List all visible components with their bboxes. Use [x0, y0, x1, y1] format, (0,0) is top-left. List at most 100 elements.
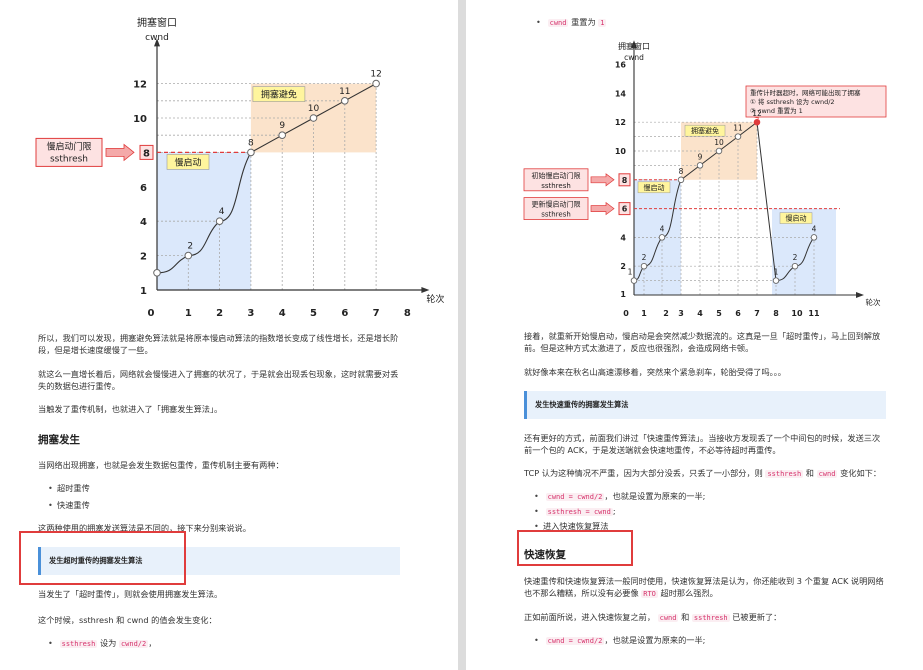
y-axis-title: 拥塞窗口: [137, 16, 177, 29]
x-tick-label: 8: [404, 308, 411, 319]
y-tick-label: 16: [615, 61, 627, 70]
slow-start-tag: 慢启动: [174, 156, 201, 168]
y-axis-subtitle: cwnd: [145, 33, 169, 43]
list-item: 超时重传: [48, 482, 90, 494]
paragraph: 就好像本来在秋名山高速漂移着，突然来个紧急刹车，轮胎受得了吗。。。: [524, 367, 786, 377]
x-tick-label: 4: [697, 309, 703, 318]
y-tick-label: 1: [140, 286, 147, 297]
x-axis-arrow: [856, 292, 864, 298]
ssthresh-updated-label: ssthresh: [541, 211, 571, 219]
data-label: 9: [279, 121, 285, 131]
slow-start-tag-2-box: [779, 212, 813, 224]
data-point: [734, 133, 742, 140]
data-label: 1: [628, 268, 633, 277]
data-point: [772, 277, 780, 284]
paragraph: 还有更好的方式，前面我们讲过「快速重传算法」。当接收方发现丢了一个中间包的时候，…: [524, 433, 881, 455]
y-tick-label: 2: [140, 252, 147, 263]
ssthresh-value: 8: [143, 148, 150, 159]
x-tick-label: 4: [279, 308, 286, 319]
paragraph: 当触发了重传机制，也就进入了「拥塞发生算法」。: [38, 404, 223, 414]
slow-start-region: [157, 152, 251, 290]
list-item: cwnd = cwnd/2，也就是设置为原来的一半;: [534, 634, 705, 647]
data-point: [215, 217, 224, 225]
cong-avoid-tag: 拥塞避免: [261, 89, 297, 101]
timeout-note: ① 将 ssthresh 设为 cwnd/2: [750, 97, 835, 106]
list-item: ssthresh 设为 cwnd/2，: [48, 637, 156, 650]
y-tick-label: 4: [620, 233, 626, 242]
data-point: [153, 269, 161, 277]
highlight-box: [19, 531, 186, 585]
data-point: [372, 79, 380, 88]
x-tick-label: 2: [216, 308, 223, 319]
paragraph: 正如前面所说，进入快速恢复之前， cwnd 和 ssthresh 已被更新了：: [524, 612, 782, 622]
x-tick-label: 6: [735, 309, 741, 318]
data-label: 12: [752, 109, 762, 118]
section-heading: 拥塞发生: [38, 434, 80, 446]
data-point: [677, 176, 685, 184]
data-label: 1: [774, 268, 779, 277]
x-tick-label: 0: [623, 309, 629, 318]
list-item: cwnd 重置为 1: [536, 16, 607, 29]
x-axis-title: 轮次: [426, 293, 444, 305]
paragraph: 当发生了「超时重传」，则就会使用拥塞发生算法。: [38, 589, 223, 599]
data-label: 2: [793, 253, 798, 262]
paragraph: 这两种使用的拥塞发送算法是不同的，接下来分别来说说。: [38, 523, 251, 533]
data-point: [309, 114, 318, 122]
data-point: [247, 148, 255, 157]
y-tick-label: 14: [615, 89, 627, 98]
y-tick-label: 6: [140, 183, 147, 194]
x-tick-label: 8: [773, 309, 779, 318]
slow-start-tag-box: [166, 154, 210, 170]
y-axis-title: 拥塞窗口: [618, 41, 650, 51]
y-tick-label: 12: [615, 118, 626, 127]
ssthresh-initial-label-box: [523, 168, 589, 192]
ssthresh-updated-value: 6: [622, 205, 628, 214]
ssthresh-label: 慢启动门限: [46, 140, 91, 152]
x-tick-label: 5: [310, 308, 317, 319]
ssthresh-initial-value-box: [618, 173, 631, 187]
timeout-note: ② cwnd 重置为 1: [750, 106, 803, 115]
paragraph: 接着，就重新开始慢启动，慢启动是会突然减少数据流的。这真是一旦「超时重传」，马上…: [524, 331, 881, 353]
y-axis-arrow: [154, 38, 160, 47]
ssthresh-label: ssthresh: [50, 154, 88, 164]
ssthresh-initial-value: 8: [622, 176, 628, 185]
ssthresh-label-box: [35, 137, 103, 167]
data-label: 12: [370, 70, 381, 80]
data-label: 4: [812, 224, 817, 233]
data-point: [696, 162, 704, 169]
x-tick-label: 5: [716, 309, 722, 318]
cong-avoid-tag-box: [684, 124, 726, 137]
data-label: 10: [308, 104, 320, 114]
x-tick-label: 1: [185, 308, 192, 319]
x-tick-label: 1: [641, 309, 647, 318]
x-tick-label: 3: [678, 309, 684, 318]
paragraph: 快速重传和快速恢复算法一般同时使用，快速恢复算法是认为，你还能收到 3 个重复 …: [524, 576, 884, 598]
data-point: [753, 118, 761, 126]
data-label: 8: [679, 167, 684, 176]
data-point: [630, 277, 638, 284]
paragraph: TCP 认为这种情况不严重，因为大部分没丢，只丢了一小部分，则 ssthresh…: [524, 468, 882, 478]
y-axis-subtitle: cwnd: [624, 53, 644, 62]
data-point: [640, 262, 648, 270]
ssthresh-arrow: [105, 143, 135, 162]
x-tick-label: 10: [791, 309, 803, 318]
subheading-block: 发生超时重传的拥塞发生算法: [38, 547, 400, 575]
y-axis-arrow: [631, 40, 637, 49]
paragraph: 当网络出现拥塞，也就是会发生数据包重传，重传机制主要有两种：: [38, 460, 284, 470]
data-point: [658, 234, 666, 241]
data-label: 4: [660, 224, 665, 233]
data-label: 10: [714, 138, 724, 147]
x-axis-title: 轮次: [866, 297, 881, 307]
paragraph: 所以，我们可以发现，拥塞避免算法就是将原本慢启动算法的指数增长变成了线性增长，还…: [38, 333, 399, 355]
right-page: cwnd 重置为 1 拥塞窗口cwnd轮次0123456781011241012…: [466, 0, 923, 670]
y-tick-label: 2: [620, 262, 626, 271]
x-tick-label: 11: [808, 309, 820, 318]
ssthresh-initial-label: 初始慢启动门限: [532, 171, 581, 180]
x-tick-label: 2: [663, 309, 669, 318]
data-point: [278, 131, 287, 139]
ssthresh-initial-label-arrow: [590, 173, 615, 187]
ssthresh-updated-label-arrow: [590, 201, 615, 216]
x-tick-label: 6: [341, 308, 348, 319]
